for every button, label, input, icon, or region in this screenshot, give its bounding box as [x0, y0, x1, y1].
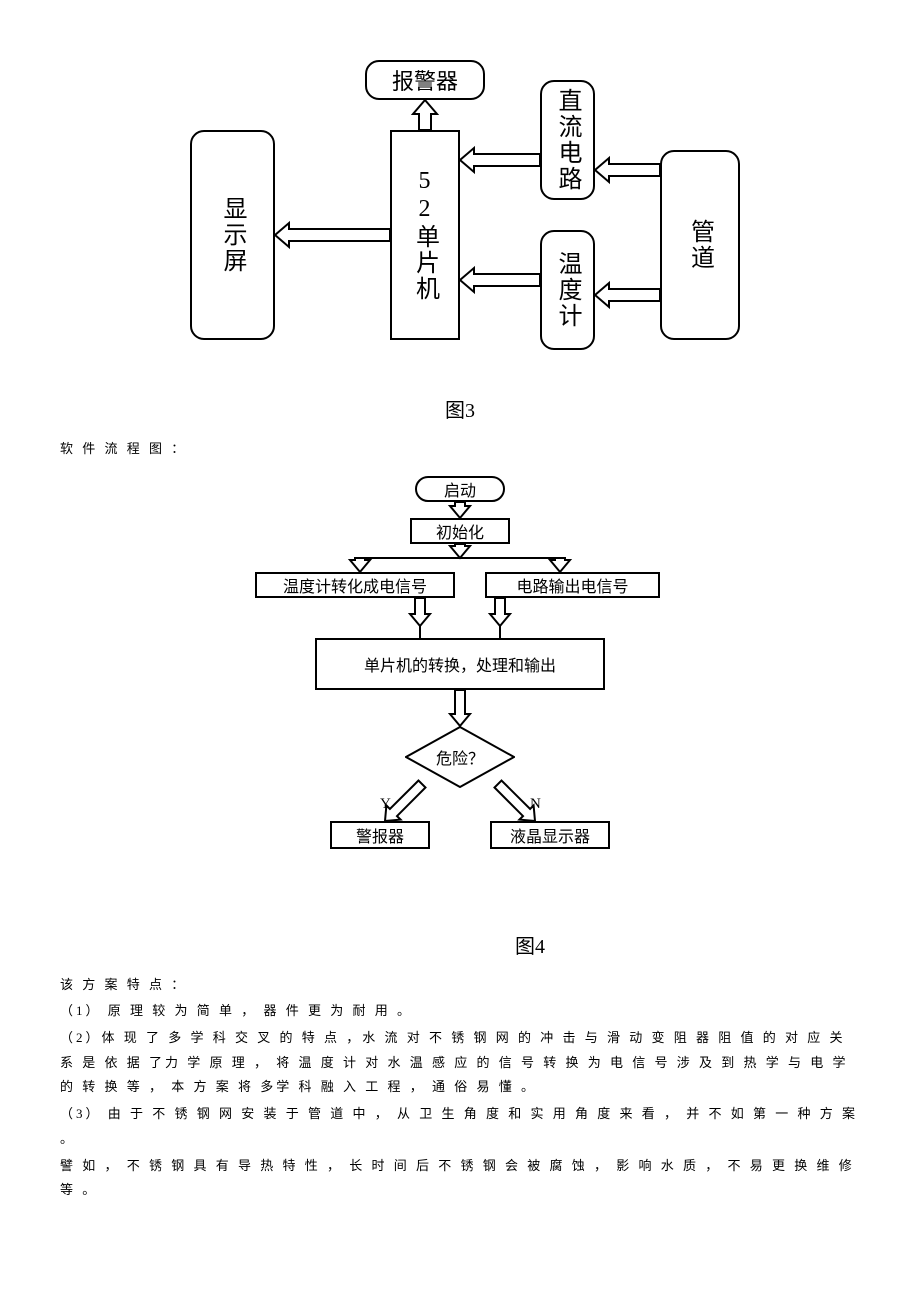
fig3-node-thermo: 温度计 [540, 230, 595, 350]
fig4-node-init: 初始化 [410, 518, 510, 544]
point-1: （1） 原 理 较 为 简 单 ， 器 件 更 为 耐 用 。 [60, 999, 860, 1024]
branch-label-yes: Y [380, 796, 391, 813]
fig3-node-display: 显示屏 [190, 130, 275, 340]
fig3-node-pipe: 管道 [660, 150, 740, 340]
fig4-node-temp_sig: 温度计转化成电信号 [255, 572, 455, 598]
fig3-block-diagram: 报警器直流电路 52单片机 显示屏 温度计 管道 [140, 60, 780, 390]
fig3-node-alarm: 报警器 [365, 60, 485, 100]
point-2: （2）体 现 了 多 学 科 交 叉 的 特 点 ，水 流 对 不 锈 钢 网 … [60, 1026, 860, 1100]
fig3-caption: 图3 [60, 394, 860, 423]
fig3-node-mcu: 52单片机 [390, 130, 460, 340]
features-heading: 该 方 案 特 点 ： [60, 973, 860, 998]
fig4-caption: 图4 [200, 930, 860, 959]
point-4: 譬 如 ， 不 锈 钢 具 有 导 热 特 性 ， 长 时 间 后 不 锈 钢 … [60, 1154, 860, 1203]
point-3: （3） 由 于 不 锈 钢 网 安 装 于 管 道 中 ， 从 卫 生 角 度 … [60, 1102, 860, 1151]
fig4-node-alarm: 警报器 [330, 821, 430, 849]
features-section: 该 方 案 特 点 ： （1） 原 理 较 为 简 单 ， 器 件 更 为 耐 … [60, 973, 860, 1203]
fig4-node-mcu_proc: 单片机的转换，处理和输出 [315, 638, 605, 690]
fig4-node-lcd: 液晶显示器 [490, 821, 610, 849]
fig3-node-dc_circuit: 直流电路 [540, 80, 595, 200]
section-heading-flowchart: 软 件 流 程 图 ： [60, 437, 860, 462]
fig4-node-start: 启动 [415, 476, 505, 502]
branch-label-no: N [530, 796, 541, 813]
fig4-flowchart: 启动初始化温度计转化成电信号 电路输出电信号单片机的转换，处理和输出危险？ 警报器 液… [200, 476, 720, 926]
fig4-node-danger: 危险？ [405, 726, 515, 788]
fig4-node-circ_sig: 电路输出电信号 [485, 572, 660, 598]
